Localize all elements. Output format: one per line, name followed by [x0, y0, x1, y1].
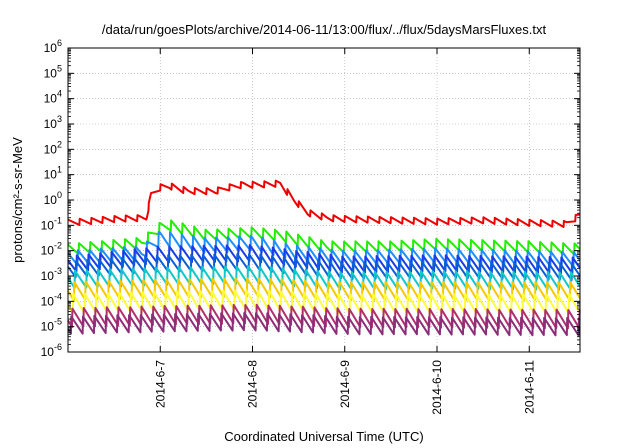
x-tick-label: 2014-6-11 [522, 360, 536, 414]
series-line [67, 231, 581, 268]
y-tick-label: 104 [44, 89, 62, 106]
series-line [67, 264, 581, 291]
y-tick-label: 105 [44, 63, 62, 80]
x-tick-label: 2014-6-10 [430, 360, 444, 415]
y-tick-label: 102 [44, 139, 62, 156]
y-tick-label: 103 [44, 114, 62, 131]
y-tick-label: 101 [44, 165, 62, 182]
x-tick-label: 2014-6-8 [246, 360, 260, 408]
y-tick-label: 10-4 [41, 291, 62, 308]
y-tick-label: 10-3 [41, 266, 62, 283]
y-tick-label: 10-2 [41, 241, 62, 258]
series-line [67, 219, 581, 256]
series-line [67, 179, 581, 228]
y-tick-label: 100 [44, 190, 62, 207]
y-tick-label: 10-6 [41, 342, 62, 359]
x-tick-label: 2014-6-7 [153, 360, 167, 408]
y-axis: 10-6 10-5 10-4 10-3 10-2 10-1 100 101 102 103 104 1… [41, 38, 580, 359]
series-line [67, 311, 581, 337]
x-axis: 2014-6-7 2014-6-8 2014-6-9 2014-6-10 2014-6-… [153, 48, 536, 415]
y-tick-label: 106 [44, 38, 62, 55]
series-line [67, 253, 581, 282]
y-tick-label: 10-5 [41, 317, 62, 334]
y-tick-label: 10-1 [41, 215, 62, 232]
x-tick-label: 2014-6-9 [338, 360, 352, 408]
series-line [67, 244, 581, 275]
chart-title: /data/run/goesPlots/archive/2014-06-11/1… [102, 22, 547, 37]
series-group [67, 179, 581, 337]
y-axis-label: protons/cm²-s-sr-MeV [10, 137, 25, 263]
x-axis-label: Coordinated Universal Time (UTC) [224, 429, 423, 444]
